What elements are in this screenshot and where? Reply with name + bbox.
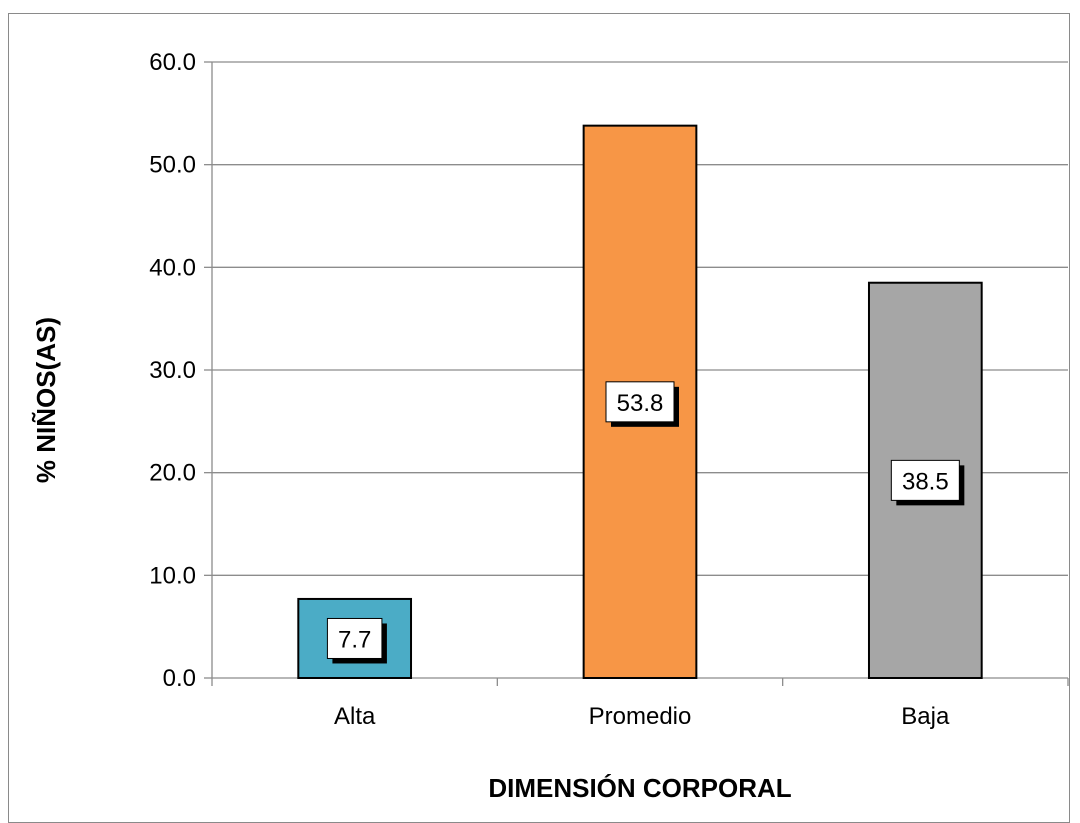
data-label: 38.5 <box>902 468 949 495</box>
data-label: 7.7 <box>338 626 371 653</box>
y-tick-label: 20.0 <box>149 460 196 487</box>
y-tick-label: 40.0 <box>149 254 196 281</box>
y-axis-title: % NIÑOS(AS) <box>31 317 61 483</box>
x-tick-label: Promedio <box>589 703 692 730</box>
y-tick-label: 60.0 <box>149 49 196 76</box>
x-tick-label: Baja <box>901 703 950 730</box>
data-labels: 7.7 53.8 38.5 <box>326 381 965 664</box>
data-label-box <box>890 459 960 501</box>
y-tick-label: 30.0 <box>149 357 196 384</box>
y-tick-label: 50.0 <box>149 152 196 179</box>
data-label: 53.8 <box>617 390 664 417</box>
data-label-box <box>605 381 675 423</box>
y-tick-label: 10.0 <box>149 562 196 589</box>
data-label-box <box>326 617 383 659</box>
y-tick-label: 0.0 <box>163 665 196 692</box>
x-tick-label: Alta <box>334 703 376 730</box>
axes: 0.0 10.0 20.0 30.0 40.0 50.0 60.0 Alta Promedio B… <box>149 49 1069 730</box>
x-axis-title: DIMENSIÓN CORPORAL <box>488 773 791 803</box>
